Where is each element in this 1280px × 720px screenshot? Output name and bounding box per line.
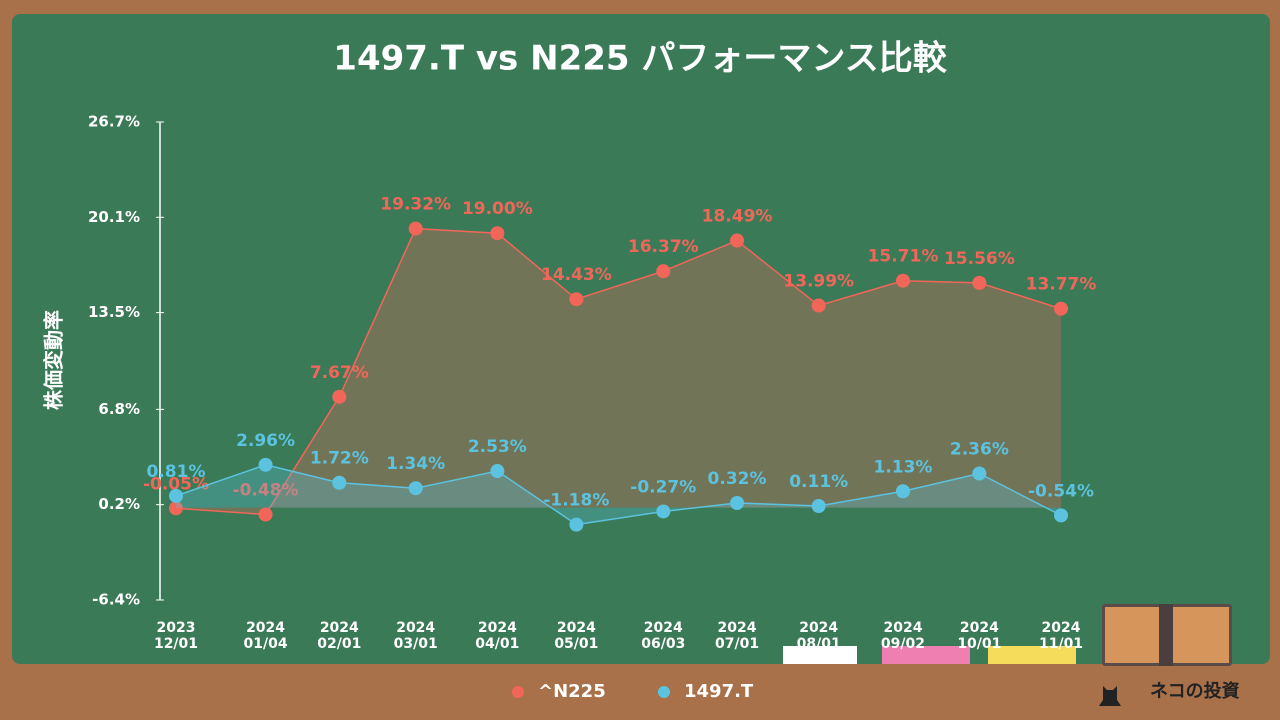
- data-label: 14.43%: [541, 265, 612, 285]
- data-point: [972, 466, 987, 481]
- data-point: [569, 292, 584, 307]
- data-point: [169, 488, 183, 503]
- legend-label: 1497.T: [684, 681, 754, 702]
- x-tick-label: 2024 11/01: [1038, 620, 1084, 652]
- y-tick-label: 20.1%: [88, 208, 140, 226]
- series-line: [175, 227, 1062, 516]
- chart-title: 1497.T vs N225 パフォーマンス比較: [333, 39, 947, 79]
- data-label: 15.71%: [868, 247, 939, 267]
- data-point: [332, 389, 347, 404]
- data-point: [408, 481, 423, 496]
- eraser-yellow: [988, 646, 1076, 664]
- data-point: [895, 484, 910, 499]
- data-label: 1.13%: [873, 457, 932, 477]
- data-label: -0.54%: [1028, 481, 1094, 501]
- x-tick-label: 2024 07/01: [714, 620, 760, 652]
- eraser-white: [783, 646, 857, 664]
- data-label: 0.81%: [147, 462, 206, 482]
- data-label: 7.67%: [310, 363, 369, 383]
- data-point: [332, 475, 347, 490]
- data-point: [569, 517, 584, 532]
- data-point: [730, 495, 745, 510]
- cat-icon: [1099, 686, 1121, 706]
- book: [1102, 604, 1232, 666]
- data-label: 1.34%: [386, 454, 445, 474]
- x-tick-label: 2023 12/01: [153, 620, 199, 652]
- series-line: [175, 464, 1062, 526]
- data-label: 16.37%: [628, 237, 699, 257]
- data-point: [1054, 508, 1069, 523]
- x-tick-label: 2024 06/03: [641, 620, 686, 652]
- legend-marker: [658, 686, 670, 698]
- data-point: [656, 264, 671, 279]
- data-point: [811, 298, 826, 313]
- legend-marker: [512, 686, 524, 698]
- data-label: 19.00%: [462, 199, 533, 219]
- y-tick-label: 6.8%: [98, 400, 140, 418]
- x-tick-label: 2024 05/01: [554, 620, 599, 652]
- data-label: 13.99%: [783, 272, 854, 292]
- x-tick-label: 2024 10/01: [957, 620, 1002, 652]
- data-label: -1.18%: [543, 491, 609, 511]
- data-point: [258, 507, 273, 522]
- data-label: -0.27%: [630, 477, 696, 497]
- data-point: [656, 504, 671, 519]
- x-tick-label: 2024 04/01: [475, 620, 520, 652]
- watermark: ネコの投資: [1150, 680, 1240, 702]
- data-label: 18.49%: [702, 207, 773, 227]
- x-tick-label: 2024 08/01: [796, 620, 841, 652]
- data-label: 2.53%: [468, 437, 527, 457]
- data-point: [730, 233, 745, 248]
- data-label: -0.48%: [233, 481, 299, 501]
- data-point: [811, 498, 826, 513]
- data-point: [258, 457, 273, 472]
- legend-label: ^N225: [538, 681, 606, 702]
- y-tick-label: -6.4%: [92, 591, 140, 609]
- data-label: 2.36%: [950, 439, 1009, 459]
- x-tick-label: 2024 01/04: [243, 620, 288, 652]
- data-label: 13.77%: [1026, 275, 1097, 295]
- data-point: [490, 464, 505, 479]
- data-label: 19.32%: [380, 195, 451, 215]
- y-axis-label: 株価変動率: [42, 310, 66, 410]
- y-tick-label: 0.2%: [98, 495, 140, 513]
- data-label: 0.11%: [789, 472, 848, 492]
- data-point: [1054, 301, 1069, 316]
- data-label: 2.96%: [236, 431, 295, 451]
- eraser-pink: [882, 646, 970, 664]
- x-tick-label: 2024 03/01: [393, 620, 438, 652]
- data-point: [408, 221, 423, 236]
- x-tick-label: 2024 09/02: [880, 620, 925, 652]
- y-tick-label: 26.7%: [88, 113, 140, 131]
- data-point: [169, 501, 183, 516]
- x-tick-label: 2024 02/01: [317, 620, 362, 652]
- data-point: [490, 226, 505, 241]
- data-label: -0.05%: [143, 474, 209, 494]
- data-label: 1.72%: [310, 449, 369, 469]
- data-point: [972, 275, 987, 290]
- chalkboard: [12, 14, 1270, 664]
- data-label: 15.56%: [944, 249, 1015, 269]
- data-label: 0.32%: [708, 469, 767, 489]
- y-tick-label: 13.5%: [88, 303, 140, 321]
- data-point: [895, 273, 910, 288]
